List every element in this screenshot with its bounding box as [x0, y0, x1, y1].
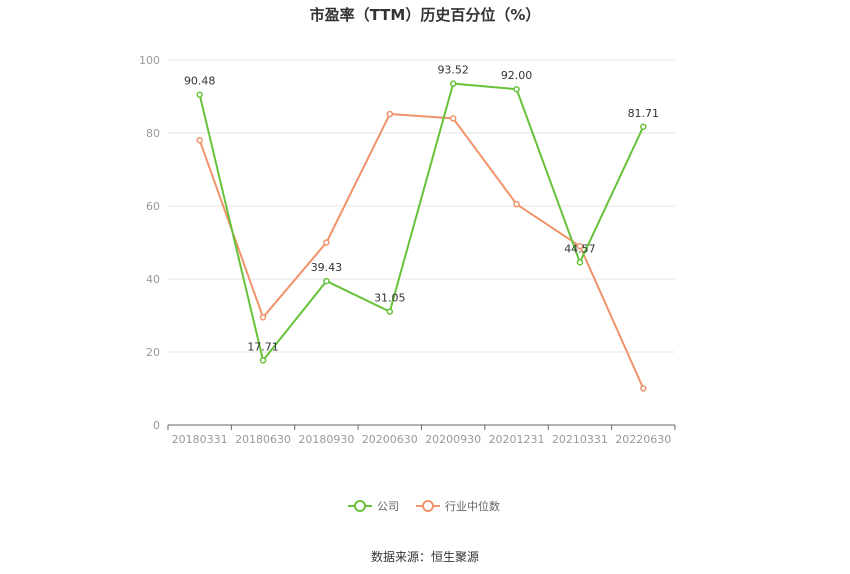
- legend-item[interactable]: 公司: [348, 500, 399, 513]
- series-1: [196, 110, 647, 392]
- legend[interactable]: 公司 行业中位数: [348, 499, 500, 513]
- source-note: 数据来源：恒生聚源: [371, 549, 479, 564]
- legend-label: 行业中位数: [445, 499, 500, 513]
- data-point[interactable]: [323, 239, 330, 246]
- data-point[interactable]: [640, 385, 647, 392]
- data-label: 44.57: [564, 242, 596, 255]
- x-tick-label: 20200930: [425, 433, 481, 446]
- x-tick-label: 20200630: [362, 433, 418, 446]
- y-axis-ticks: 0 20 40 60 80 100: [139, 54, 160, 432]
- x-tick-label: 20180930: [298, 433, 354, 446]
- y-tick-label: 20: [146, 346, 160, 359]
- data-label: 92.00: [501, 69, 533, 82]
- x-tick-label: 20201231: [489, 433, 545, 446]
- data-point[interactable]: [386, 110, 394, 118]
- series-layer: 90.48 17.71 39.43 31.05 93.52 92.00 44.57 81.71: [184, 64, 660, 392]
- y-tick-label: 0: [153, 419, 160, 432]
- data-label: 39.43: [311, 261, 343, 274]
- data-label: 90.48: [184, 75, 216, 88]
- data-label: 93.52: [437, 64, 469, 77]
- y-tick-label: 40: [146, 273, 160, 286]
- series-line: [198, 82, 645, 362]
- legend-marker-icon: [422, 500, 434, 512]
- x-axis-ticks: 20180331 20180630 20180930 20200630 20200930…: [167, 425, 676, 446]
- y-tick-label: 100: [139, 54, 160, 67]
- data-point[interactable]: [449, 80, 457, 87]
- data-label: 81.71: [628, 107, 660, 120]
- data-label: 31.05: [374, 292, 406, 305]
- x-tick-label: 20180630: [235, 433, 291, 446]
- data-point[interactable]: [576, 242, 584, 250]
- data-point[interactable]: [196, 137, 203, 144]
- legend-item[interactable]: 行业中位数: [416, 499, 500, 513]
- data-point[interactable]: [323, 277, 330, 285]
- y-tick-label: 80: [146, 127, 160, 140]
- data-point[interactable]: [259, 357, 267, 364]
- x-tick-label: 20220630: [615, 433, 671, 446]
- grid: [168, 59, 675, 353]
- data-label: 17.71: [247, 340, 279, 353]
- data-point[interactable]: [196, 91, 203, 98]
- series-0: 90.48 17.71 39.43 31.05 93.52 92.00 44.57 81.71: [184, 64, 660, 364]
- data-point[interactable]: [640, 123, 647, 131]
- x-tick-label: 20180331: [172, 433, 228, 446]
- data-point[interactable]: [386, 308, 394, 315]
- data-point[interactable]: [259, 314, 267, 321]
- series-line: [198, 113, 645, 389]
- x-tick-label: 20210331: [552, 433, 608, 446]
- data-point[interactable]: [513, 85, 520, 93]
- data-point[interactable]: [513, 200, 520, 208]
- chart-title: 市盈率（TTM）历史百分位（%）: [310, 6, 541, 24]
- data-point[interactable]: [576, 259, 584, 266]
- legend-marker-icon: [354, 500, 366, 512]
- data-point[interactable]: [449, 115, 457, 122]
- legend-label: 公司: [377, 500, 399, 513]
- y-tick-label: 60: [146, 200, 160, 213]
